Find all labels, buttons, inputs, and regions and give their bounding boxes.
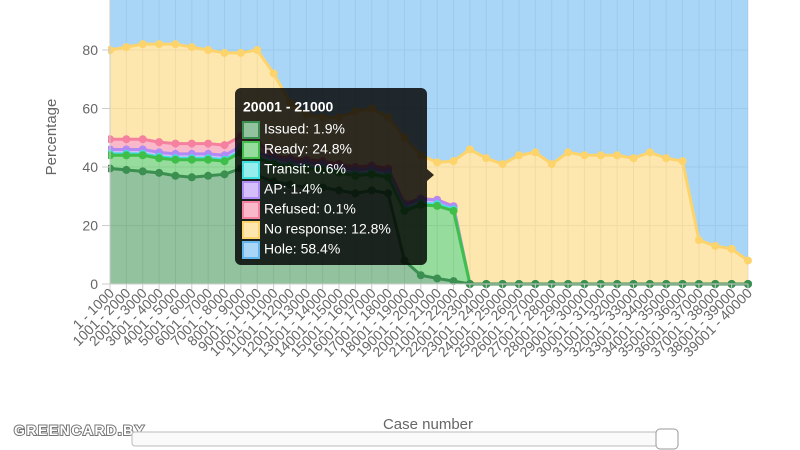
- point: [727, 244, 736, 253]
- tooltip-swatch: [242, 201, 260, 219]
- tooltip-label: Issued: 1.9%: [264, 121, 345, 137]
- point: [613, 151, 622, 160]
- point: [204, 171, 213, 180]
- point: [629, 154, 638, 163]
- area: [110, 152, 748, 284]
- y-tick-label: 20: [82, 218, 98, 234]
- point: [220, 170, 229, 179]
- point: [155, 154, 164, 163]
- point: [498, 160, 507, 169]
- point: [108, 164, 114, 173]
- point: [433, 201, 442, 210]
- watermark: GREENCARD.BY: [14, 422, 146, 438]
- point: [138, 167, 147, 176]
- tooltip-swatch: [242, 221, 260, 239]
- line: [109, 42, 749, 262]
- point: [204, 139, 213, 148]
- point: [204, 155, 213, 164]
- point: [122, 135, 131, 144]
- tooltip-box: [235, 88, 434, 265]
- y-tick-label: 40: [82, 159, 98, 175]
- point: [253, 46, 262, 54]
- point: [220, 48, 229, 57]
- point: [547, 160, 556, 169]
- point: [122, 165, 131, 174]
- point: [220, 141, 229, 150]
- point: [187, 139, 196, 148]
- point: [155, 138, 164, 147]
- tooltip-label: Transit: 0.6%: [264, 161, 346, 177]
- point: [220, 157, 229, 166]
- point: [187, 173, 196, 182]
- tooltip-label: Hole: 58.4%: [264, 241, 340, 257]
- point: [449, 206, 458, 215]
- point: [138, 40, 147, 49]
- point: [171, 155, 180, 164]
- point: [236, 48, 245, 57]
- point: [108, 135, 114, 144]
- point: [482, 154, 491, 163]
- point: [678, 157, 687, 166]
- tooltip-label: AP: 1.4%: [264, 181, 322, 197]
- y-axis-title: Percentage: [43, 99, 60, 176]
- point: [449, 157, 458, 166]
- tooltip-label: Ready: 24.8%: [264, 141, 352, 157]
- point: [711, 241, 720, 250]
- slider-track[interactable]: [131, 431, 679, 447]
- y-tick-label: 0: [90, 276, 98, 292]
- tooltip-swatch: [242, 161, 260, 179]
- point: [171, 171, 180, 180]
- point: [138, 135, 147, 144]
- y-tick-label: 80: [82, 42, 98, 58]
- point: [645, 148, 654, 157]
- point: [171, 139, 180, 148]
- point: [155, 168, 164, 177]
- areas: [108, 0, 752, 288]
- tooltip-title: 20001 - 21000: [243, 99, 334, 115]
- point: [433, 274, 442, 283]
- tooltip-swatch: [242, 241, 260, 259]
- point: [694, 236, 703, 245]
- point: [122, 151, 131, 160]
- point: [465, 145, 474, 154]
- y-tick-label: 60: [82, 101, 98, 117]
- tooltip-label: No response: 12.8%: [264, 221, 391, 237]
- point: [204, 46, 213, 54]
- tooltip: 20001 - 21000 Issued: 1.9% Ready: 24.8% Tr…: [235, 88, 434, 265]
- point: [108, 151, 114, 160]
- point: [416, 271, 425, 280]
- point: [122, 43, 131, 52]
- point: [564, 148, 573, 157]
- point: [187, 43, 196, 52]
- point: [531, 148, 540, 157]
- point: [449, 277, 458, 286]
- tooltip-label: Refused: 0.1%: [264, 201, 356, 217]
- tooltip-swatch: [242, 121, 260, 139]
- point: [155, 40, 164, 49]
- tooltip-swatch: [242, 181, 260, 199]
- slider-handle[interactable]: [655, 428, 679, 450]
- point: [187, 155, 196, 164]
- point: [138, 151, 147, 160]
- point: [433, 158, 442, 167]
- point: [514, 151, 523, 160]
- point: [269, 69, 278, 78]
- tooltip-swatch: [242, 141, 260, 159]
- x-axis-title: Case number: [383, 416, 473, 433]
- point: [171, 40, 180, 49]
- point: [108, 46, 114, 54]
- point: [596, 151, 605, 160]
- point: [662, 154, 671, 163]
- point: [580, 151, 589, 160]
- point: [744, 256, 752, 265]
